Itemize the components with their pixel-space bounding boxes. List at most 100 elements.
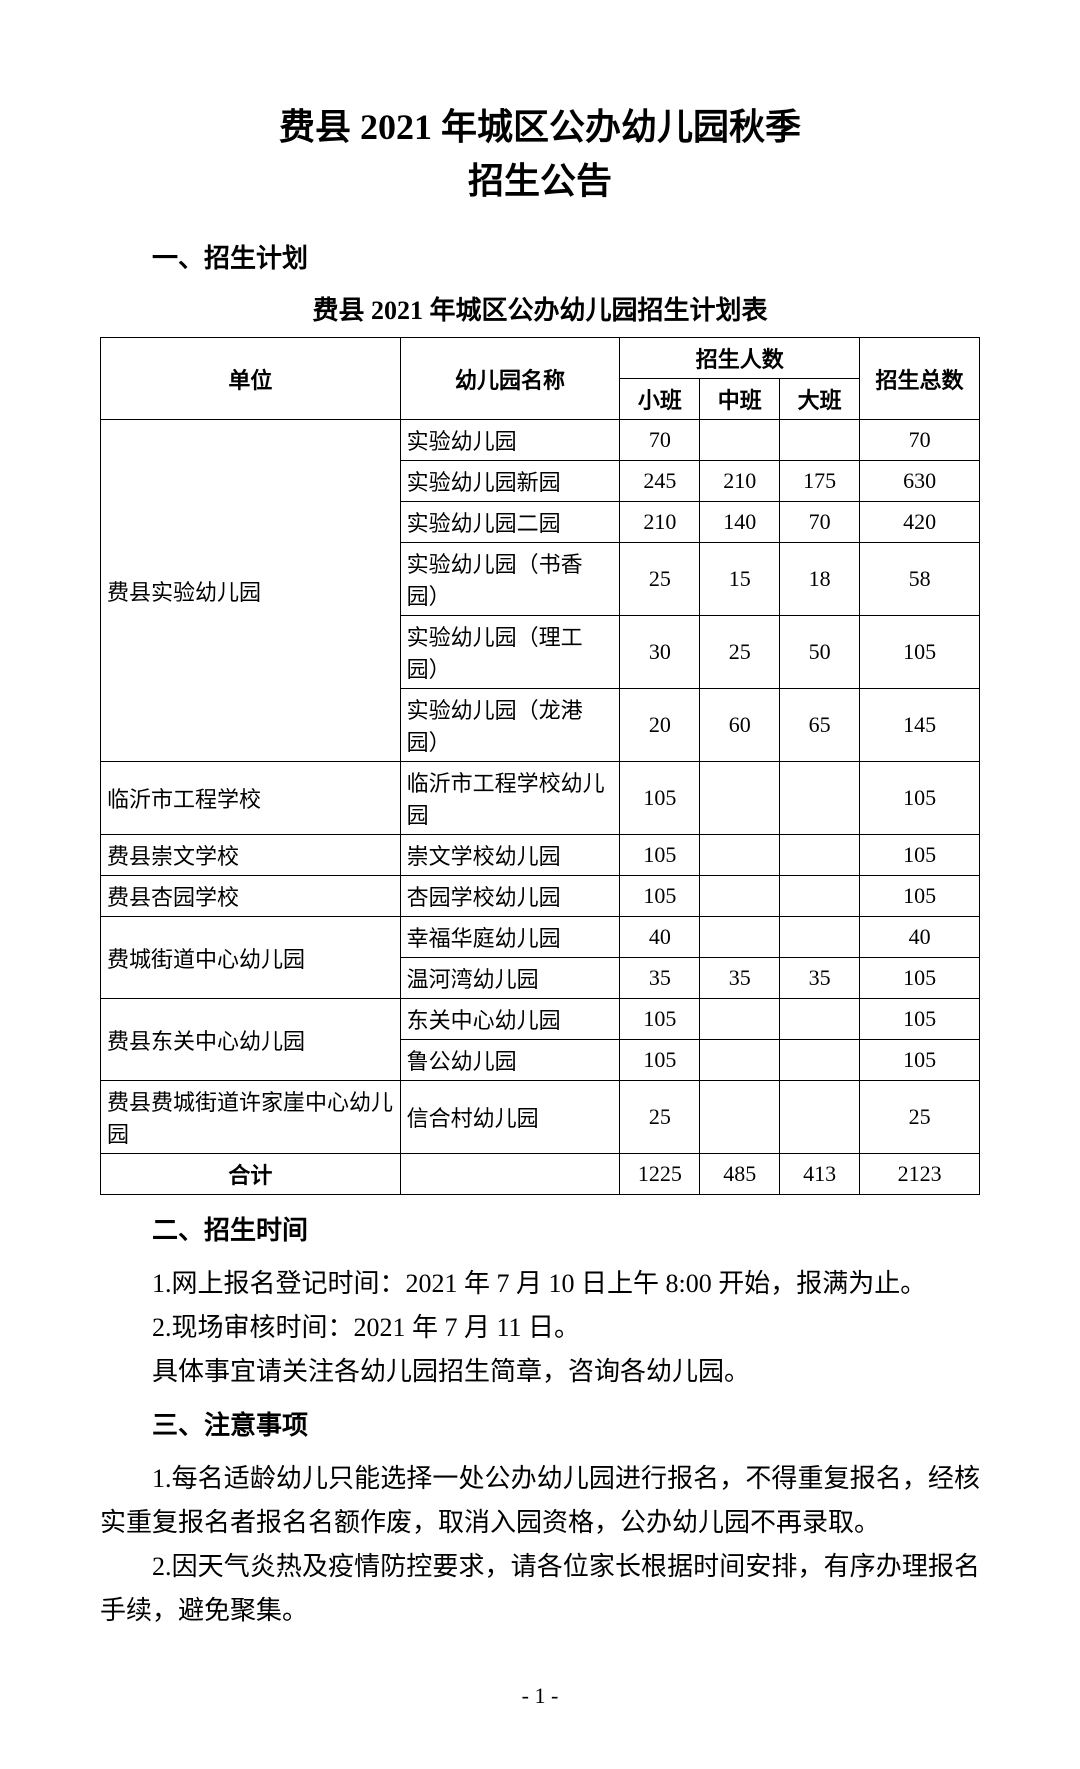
section-1-heading: 一、招生计划 [100,238,980,275]
cell-total: 105 [860,999,980,1040]
cell-total-large: 413 [780,1154,860,1195]
cell-total: 105 [860,1040,980,1081]
cell-small: 105 [620,999,700,1040]
cell-total-name [400,1154,620,1195]
cell-name: 信合村幼儿园 [400,1081,620,1154]
cell-small: 105 [620,876,700,917]
cell-name: 鲁公幼儿园 [400,1040,620,1081]
cell-total: 105 [860,958,980,999]
cell-small: 210 [620,502,700,543]
cell-mid: 15 [700,543,780,616]
cell-mid: 60 [700,689,780,762]
cell-mid: 35 [700,958,780,999]
cell-small: 25 [620,543,700,616]
table-row: 费县崇文学校崇文学校幼儿园105105 [101,835,980,876]
section-2-heading: 二、招生时间 [100,1210,980,1247]
header-mid: 中班 [700,379,780,420]
cell-small: 105 [620,762,700,835]
paragraph-2-3: 具体事宜请关注各幼儿园招生简章，咨询各幼儿园。 [100,1350,980,1394]
cell-small: 70 [620,420,700,461]
cell-total: 420 [860,502,980,543]
cell-large [780,835,860,876]
document-title: 费县 2021 年城区公办幼儿园秋季 招生公告 [100,100,980,208]
cell-unit: 费县崇文学校 [101,835,401,876]
cell-name: 实验幼儿园（书香园） [400,543,620,616]
section-3-heading: 三、注意事项 [100,1405,980,1442]
cell-large: 18 [780,543,860,616]
paragraph-2-1: 1.网上报名登记时间：2021 年 7 月 10 日上午 8:00 开始，报满为… [100,1262,980,1306]
table-total-row: 合计 12254854132123 [101,1154,980,1195]
table-row: 费城街道中心幼儿园幸福华庭幼儿园4040 [101,917,980,958]
cell-total-label: 合计 [101,1154,401,1195]
cell-total: 145 [860,689,980,762]
cell-unit: 费县实验幼儿园 [101,420,401,762]
header-large: 大班 [780,379,860,420]
cell-small: 40 [620,917,700,958]
cell-unit: 临沂市工程学校 [101,762,401,835]
cell-unit: 费县杏园学校 [101,876,401,917]
cell-name: 临沂市工程学校幼儿园 [400,762,620,835]
cell-large [780,1040,860,1081]
header-name: 幼儿园名称 [400,338,620,420]
cell-large [780,917,860,958]
page-number: - 1 - [100,1683,980,1709]
cell-large: 70 [780,502,860,543]
table-header-row-1: 单位 幼儿园名称 招生人数 招生总数 [101,338,980,379]
cell-mid [700,835,780,876]
cell-total: 40 [860,917,980,958]
cell-total: 105 [860,616,980,689]
cell-name: 实验幼儿园二园 [400,502,620,543]
cell-total: 630 [860,461,980,502]
cell-small: 30 [620,616,700,689]
table-body: 费县实验幼儿园实验幼儿园7070实验幼儿园新园245210175630实验幼儿园… [101,420,980,1195]
cell-total-total: 2123 [860,1154,980,1195]
cell-mid: 25 [700,616,780,689]
cell-name: 温河湾幼儿园 [400,958,620,999]
cell-large [780,762,860,835]
table-row: 费县东关中心幼儿园东关中心幼儿园105105 [101,999,980,1040]
cell-mid [700,999,780,1040]
cell-name: 实验幼儿园新园 [400,461,620,502]
header-small: 小班 [620,379,700,420]
cell-small: 105 [620,835,700,876]
cell-mid [700,1040,780,1081]
cell-mid [700,917,780,958]
cell-total: 105 [860,835,980,876]
title-line-2: 招生公告 [100,154,980,208]
enrollment-table: 单位 幼儿园名称 招生人数 招生总数 小班 中班 大班 费县实验幼儿园实验幼儿园… [100,337,980,1195]
cell-name: 幸福华庭幼儿园 [400,917,620,958]
cell-large: 35 [780,958,860,999]
table-row: 临沂市工程学校临沂市工程学校幼儿园105105 [101,762,980,835]
cell-name: 东关中心幼儿园 [400,999,620,1040]
cell-name: 杏园学校幼儿园 [400,876,620,917]
title-line-1: 费县 2021 年城区公办幼儿园秋季 [100,100,980,154]
cell-total-mid: 485 [700,1154,780,1195]
cell-large [780,999,860,1040]
header-unit: 单位 [101,338,401,420]
cell-small: 25 [620,1081,700,1154]
cell-large [780,420,860,461]
cell-mid [700,762,780,835]
paragraph-3-1: 1.每名适龄幼儿只能选择一处公办幼儿园进行报名，不得重复报名，经核实重复报名者报… [100,1457,980,1545]
cell-large: 50 [780,616,860,689]
cell-mid [700,1081,780,1154]
cell-small: 35 [620,958,700,999]
cell-unit: 费县费城街道许家崖中心幼儿园 [101,1081,401,1154]
cell-small: 245 [620,461,700,502]
cell-total-small: 1225 [620,1154,700,1195]
cell-large: 65 [780,689,860,762]
header-total: 招生总数 [860,338,980,420]
cell-total: 58 [860,543,980,616]
cell-total: 105 [860,876,980,917]
cell-mid [700,876,780,917]
cell-unit: 费城街道中心幼儿园 [101,917,401,999]
table-title: 费县 2021 年城区公办幼儿园招生计划表 [100,290,980,327]
header-enroll-group: 招生人数 [620,338,860,379]
table-row: 费县费城街道许家崖中心幼儿园信合村幼儿园2525 [101,1081,980,1154]
cell-large [780,876,860,917]
table-row: 费县杏园学校杏园学校幼儿园105105 [101,876,980,917]
cell-unit: 费县东关中心幼儿园 [101,999,401,1081]
paragraph-3-2: 2.因天气炎热及疫情防控要求，请各位家长根据时间安排，有序办理报名手续，避免聚集… [100,1545,980,1633]
cell-name: 实验幼儿园 [400,420,620,461]
cell-mid [700,420,780,461]
